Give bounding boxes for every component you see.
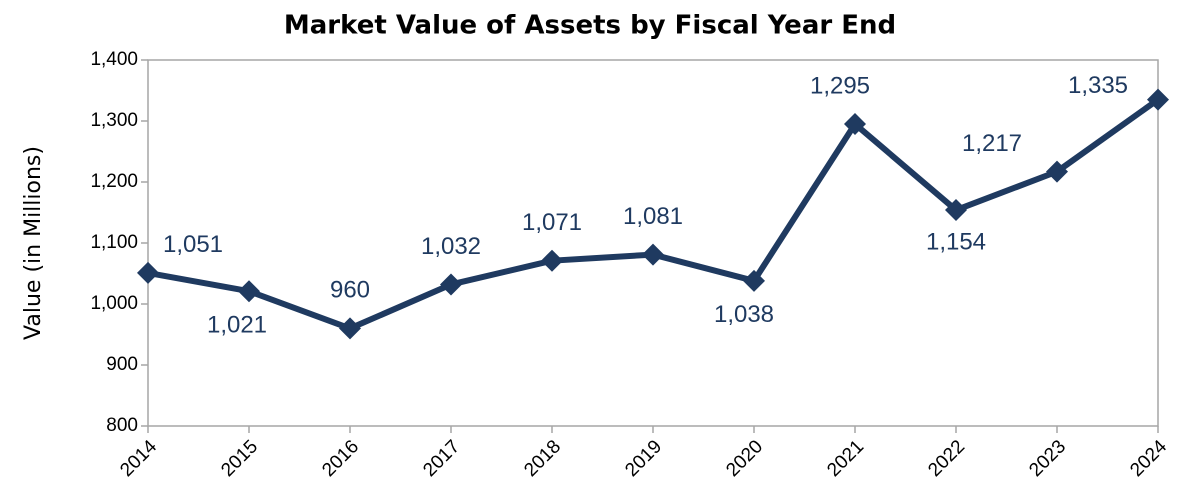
x-tick-label: 2015 — [217, 436, 262, 481]
marker — [339, 317, 361, 340]
y-tick-label: 1,100 — [90, 232, 138, 253]
y-tick-label: 900 — [106, 354, 138, 375]
y-tick-label: 1,000 — [90, 293, 138, 314]
data-label: 1,295 — [810, 72, 870, 99]
x-tick-label: 2022 — [924, 436, 969, 481]
marker — [238, 280, 260, 303]
marker — [1147, 88, 1169, 111]
marker — [743, 269, 765, 292]
data-label: 960 — [330, 277, 370, 304]
x-tick-label: 2014 — [116, 436, 161, 481]
x-tick-label: 2016 — [318, 436, 363, 481]
y-tick-label: 1,200 — [90, 171, 138, 192]
x-tick-label: 2024 — [1126, 436, 1171, 481]
data-label: 1,038 — [714, 301, 774, 328]
marker — [642, 243, 664, 266]
data-label: 1,071 — [522, 209, 582, 236]
data-label: 1,051 — [163, 231, 223, 258]
chart-title: Market Value of Assets by Fiscal Year En… — [284, 11, 896, 41]
y-tick-label: 1,400 — [90, 49, 138, 70]
x-tick-label: 2017 — [419, 436, 464, 481]
y-tick-label: 800 — [106, 415, 138, 436]
x-tick-label: 2021 — [823, 436, 868, 481]
data-label: 1,081 — [623, 203, 683, 230]
marker — [440, 273, 462, 296]
y-axis-label: Value (in Millions) — [21, 146, 46, 340]
marker — [1046, 160, 1068, 183]
marker — [137, 261, 159, 284]
y-tick-label: 1,300 — [90, 110, 138, 131]
x-tick-label: 2019 — [621, 436, 666, 481]
plot-area — [147, 59, 1159, 427]
marker — [541, 249, 563, 272]
data-label: 1,021 — [207, 312, 267, 339]
data-label: 1,335 — [1068, 72, 1128, 99]
data-label: 1,154 — [926, 228, 986, 255]
data-label: 1,032 — [421, 233, 481, 260]
x-tick-label: 2020 — [722, 436, 767, 481]
x-tick-label: 2018 — [520, 436, 565, 481]
data-label: 1,217 — [962, 130, 1022, 157]
x-tick-label: 2023 — [1025, 436, 1070, 481]
marker — [844, 113, 866, 136]
marker — [945, 199, 967, 222]
